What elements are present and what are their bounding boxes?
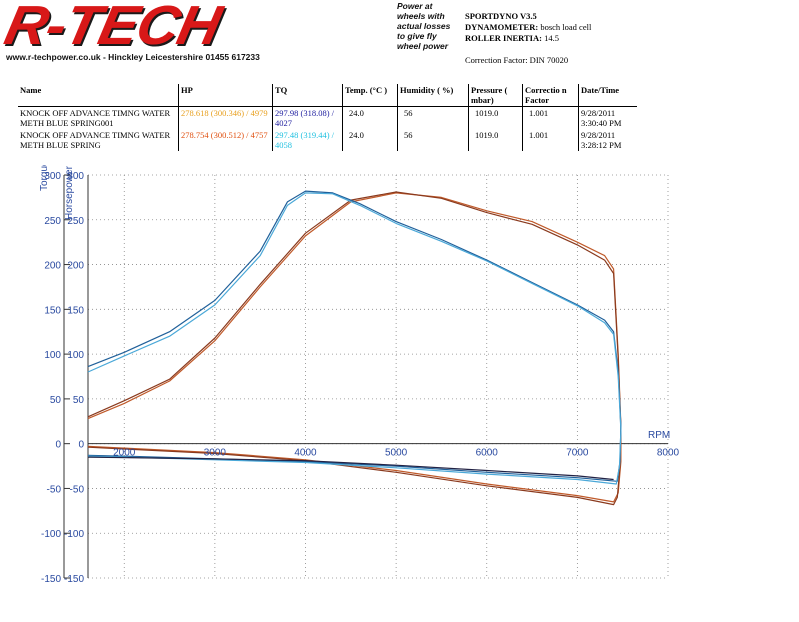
x-tick-label: 3000 (204, 448, 227, 459)
datetime-value: 9/28/2011 3:30:40 PM (578, 106, 637, 129)
y-tick-label-torque: 250 (44, 216, 61, 227)
table-row: KNOCK OFF ADVANCE TIMNG WATER METH BLUE … (18, 129, 637, 151)
y-tick-label-horsepower: 0 (78, 440, 84, 451)
y-tick-label-torque: 50 (50, 395, 62, 406)
run-name: KNOCK OFF ADVANCE TIMNG WATER METH BLUE … (20, 130, 171, 150)
roller-label: ROLLER INERTIA: (465, 33, 542, 43)
tagline: Power at wheels with actual losses to gi… (397, 1, 467, 51)
tq-value: 297.98 (318.08) / 4027 (272, 106, 343, 129)
hp-value: 278.754 (300.512) / 4757 (178, 129, 273, 151)
y-tick-label-torque: -50 (47, 484, 62, 495)
column-header: HP (178, 84, 273, 107)
correction-factor: Correction Factor: DIN 70020 (465, 55, 569, 65)
contact-line: www.r-techpower.co.uk - Hinckley Leicest… (6, 52, 260, 62)
chart-series (87, 190, 622, 506)
table-row: KNOCK OFF ADVANCE TIMNG WATER METH BLUE … (18, 106, 637, 129)
tagline-line: wheels with (397, 11, 445, 21)
results-table: Name HP TQ Temp. (°C ) Humidity ( %) Pre… (18, 84, 637, 151)
tagline-line: actual losses (397, 21, 451, 31)
y-tick-label-horsepower: -150 (64, 574, 84, 585)
y-tick-label-torque: 0 (55, 440, 61, 451)
y-tick-label-torque: -100 (41, 529, 61, 540)
tagline-line: wheel power (397, 41, 449, 51)
y-tick-label-torque: 300 (44, 171, 61, 182)
x-tick-label: 7000 (566, 448, 589, 459)
y-tick-label-horsepower: -100 (64, 529, 84, 540)
humidity-value: 56 (397, 129, 469, 151)
dynamometer-label: DYNAMOMETER: (465, 22, 539, 32)
y-tick-label-torque: 100 (44, 350, 61, 361)
x-tick-label: 5000 (385, 448, 408, 459)
y-tick-label-horsepower: 250 (67, 216, 84, 227)
chart-grid (63, 174, 669, 579)
y-tick-label-torque: 200 (44, 261, 61, 272)
series-line (87, 456, 614, 481)
table-header-row: Name HP TQ Temp. (°C ) Humidity ( %) Pre… (18, 84, 637, 107)
pressure-value: 1019.0 (468, 106, 523, 129)
logo-text: R-TECH (0, 0, 226, 57)
dyno-chart-svg: 2000 3000 4000 5000 6000 7000 8000-150-150-100… (39, 160, 680, 585)
column-header: Correctio n Factor (522, 84, 579, 107)
series-line (87, 190, 622, 482)
y-tick-label-torque: -150 (41, 574, 61, 585)
x-tick-label: 4000 (294, 448, 317, 459)
y-tick-label-torque: 150 (44, 305, 61, 316)
chart-ticks: 2000 3000 4000 5000 6000 7000 8000-150-150-100… (41, 171, 680, 585)
x-tick-label: 2000 (113, 448, 136, 459)
tagline-line: to give fly (397, 31, 437, 41)
y-tick-label-horsepower: 100 (67, 350, 84, 361)
correction-value: 1.001 (522, 106, 579, 129)
correction-value: 1.001 (522, 129, 579, 151)
temp-value: 24.0 (342, 106, 398, 129)
y-tick-label-horsepower: 200 (67, 261, 84, 272)
series-line (87, 192, 622, 503)
x-axis-label: RPM (648, 430, 670, 441)
y-axis-label-torque: Torque (39, 165, 50, 191)
humidity-value: 56 (397, 106, 469, 129)
pressure-value: 1019.0 (468, 129, 523, 151)
y-tick-label-horsepower: 300 (67, 171, 84, 182)
y-tick-label-horsepower: 150 (67, 305, 84, 316)
dynamometer-value: bosch load cell (540, 22, 592, 32)
hp-value: 278.618 (300.346) / 4979 (178, 106, 273, 129)
tagline-line: Power at (397, 1, 433, 11)
series-line (87, 191, 622, 506)
dyno-info: SPORTDYNO V3.5 DYNAMOMETER: bosch load c… (465, 11, 591, 44)
temp-value: 24.0 (342, 129, 398, 151)
column-header: Humidity ( %) (397, 84, 469, 107)
dyno-chart: 2000 3000 4000 5000 6000 7000 8000 -150 -150 -100… (0, 160, 799, 617)
column-header: Name (18, 84, 179, 107)
roller-value: 14.5 (544, 33, 559, 43)
column-header: TQ (272, 84, 343, 107)
series-line (87, 192, 622, 485)
column-header: Temp. (°C ) (342, 84, 398, 107)
dyno-title: SPORTDYNO V3.5 (465, 11, 537, 21)
tq-value: 297.48 (319.44) / 4058 (272, 129, 343, 151)
y-tick-label-horsepower: 50 (73, 395, 85, 406)
x-tick-label: 8000 (657, 448, 680, 459)
y-axis-label-horsepower: Horsepower (64, 165, 75, 220)
column-header: Pressure ( mbar) (468, 84, 523, 107)
y-tick-label-horsepower: -50 (70, 484, 85, 495)
datetime-value: 9/28/2011 3:28:12 PM (578, 129, 637, 151)
x-tick-label: 6000 (476, 448, 499, 459)
column-header: Date/Time (578, 84, 637, 107)
run-name: KNOCK OFF ADVANCE TIMNG WATER METH BLUE … (20, 108, 171, 128)
